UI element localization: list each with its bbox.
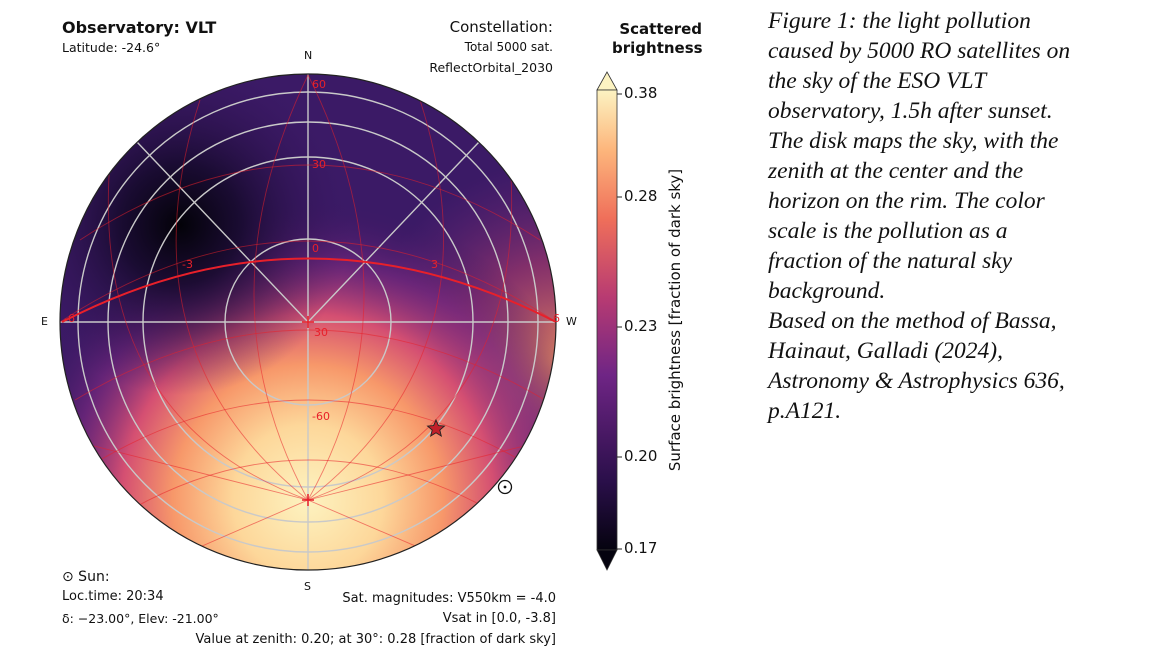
- constellation-name: ReflectOrbital_2030: [429, 60, 553, 75]
- colorbar: [596, 71, 622, 571]
- sun-marker: [497, 479, 513, 495]
- local-time: Loc.time: 20:34: [62, 589, 164, 604]
- sat-magnitudes: Sat. magnitudes: V550km = -4.0: [342, 591, 556, 606]
- colorbar-tick-023: 0.23: [624, 317, 658, 335]
- south-pole-marker: [302, 494, 314, 506]
- caption-line: zenith at the center and the: [768, 158, 1024, 184]
- vsat-range: Vsat in [0.0, -3.8]: [442, 611, 556, 626]
- colorbar-title-line1: Scattered: [619, 20, 702, 38]
- latitude-label: Latitude: -24.6°: [62, 40, 161, 55]
- cardinal-east: E: [41, 315, 48, 328]
- ha-label-m3: -3: [182, 258, 193, 271]
- celestial-equator: [61, 257, 556, 323]
- equatorial-grid: [60, 74, 556, 561]
- zenith-marker: [302, 316, 314, 328]
- caption-line: Based on the method of Bassa,: [768, 308, 1057, 334]
- constellation-label: Constellation:: [449, 18, 553, 36]
- caption-line: Astronomy & Astrophysics 636,: [768, 368, 1065, 394]
- dec-label-m60: -60: [312, 410, 330, 423]
- caption-line: fraction of the natural sky: [768, 248, 1013, 274]
- colorbar-tick-028: 0.28: [624, 187, 658, 205]
- caption-line: caused by 5000 RO satellites on: [768, 38, 1071, 64]
- zenith-value: Value at zenith: 0.20; at 30°: 0.28 [fra…: [195, 632, 556, 647]
- observatory-title: Observatory: VLT: [62, 18, 217, 37]
- caption-line: p.A121.: [768, 398, 842, 424]
- figure-caption: Figure 1: the light pollution caused by …: [768, 6, 1148, 426]
- star-icon: [426, 418, 446, 437]
- zenith-label-30: 30: [314, 326, 328, 339]
- colorbar-tick-020: 0.20: [624, 447, 658, 465]
- caption-line: observatory, 1.5h after sunset.: [768, 98, 1053, 124]
- cardinal-north: N: [304, 49, 313, 62]
- colorbar-tick-017: 0.17: [624, 539, 658, 557]
- colorbar-title: Scattered brightness: [612, 20, 703, 58]
- colorbar-axis-label: Surface brightness [fraction of dark sky…: [666, 168, 684, 472]
- dec-label-30: 30: [312, 158, 326, 171]
- caption-line: horizon on the rim. The color: [768, 188, 1045, 214]
- dec-label-60: 60: [312, 78, 326, 91]
- caption-line: background.: [768, 278, 886, 304]
- altitude-circles: [60, 74, 556, 570]
- caption-line: Hainaut, Galladi (2024),: [768, 338, 1003, 364]
- sun-label: ⊙ Sun:: [62, 569, 110, 585]
- dec-label-0: 0: [312, 242, 319, 255]
- total-sat-label: Total 5000 sat.: [464, 40, 553, 54]
- ha-label-3: 3: [431, 258, 438, 271]
- caption-line: Figure 1: the light pollution: [768, 8, 1031, 34]
- caption-line: The disk maps the sky, with the: [768, 128, 1059, 154]
- ha-label-6: 6: [553, 312, 560, 325]
- colorbar-title-line2: brightness: [612, 39, 703, 57]
- caption-line: the sky of the ESO VLT: [768, 68, 987, 94]
- caption-line: scale is the pollution as a: [768, 218, 1008, 244]
- cardinal-south: S: [304, 580, 311, 593]
- cardinal-west: W: [566, 315, 577, 328]
- ha-label-m6: -6: [64, 312, 75, 325]
- colorbar-tick-038: 0.38: [624, 84, 658, 102]
- horizon-rim: [59, 73, 557, 571]
- sun-coordinates: δ: −23.00°, Elev: -21.00°: [62, 611, 219, 626]
